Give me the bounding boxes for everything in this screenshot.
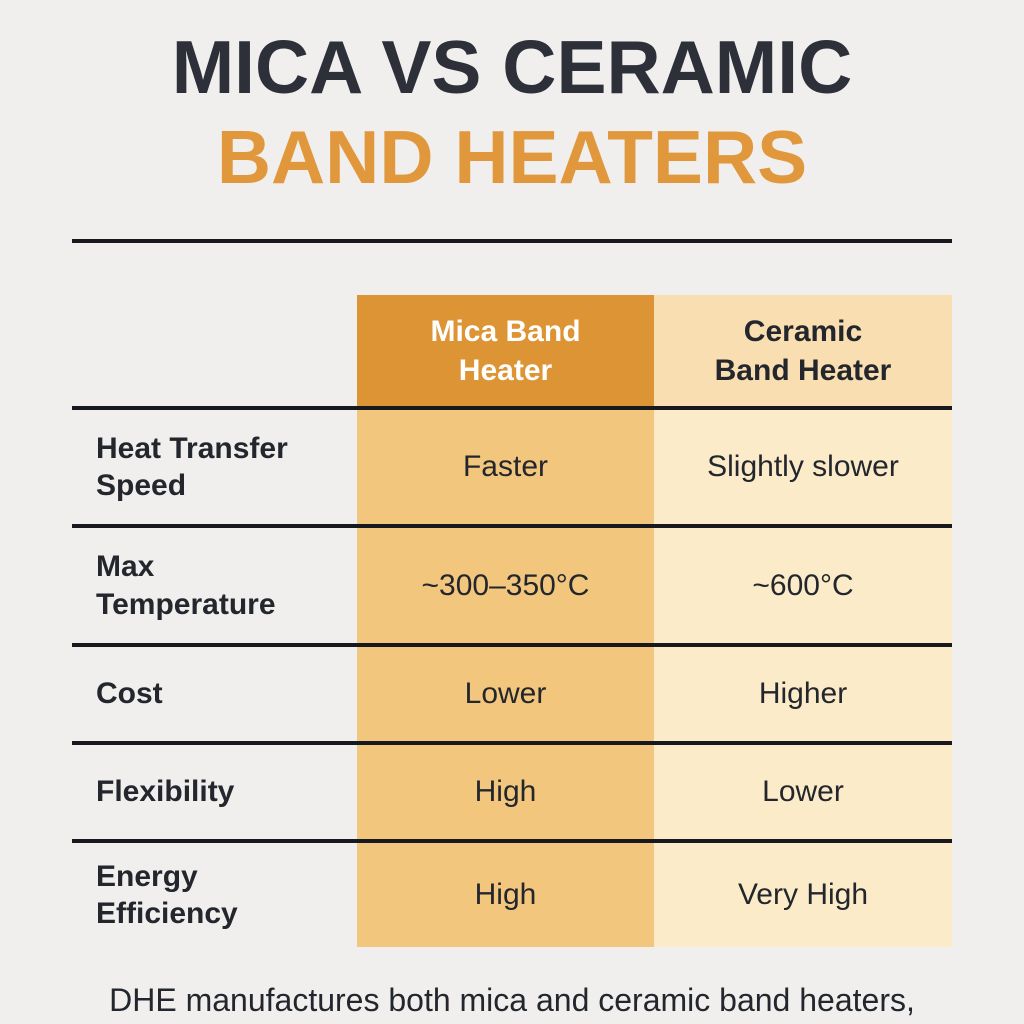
table-row-max-temperature: Max Temperature ~300–350°C ~600°C: [72, 528, 952, 647]
mica-value: High: [357, 843, 654, 947]
mica-value: ~300–350°C: [357, 528, 654, 643]
ceramic-value: Lower: [654, 745, 952, 839]
table-row-flexibility: Flexibility High Lower: [72, 745, 952, 843]
table-row-cost: Cost Lower Higher: [72, 647, 952, 745]
row-label: Heat Transfer Speed: [96, 431, 288, 503]
row-label: Cost: [96, 677, 163, 711]
header-spacer-cell: [72, 295, 357, 406]
row-label: Flexibility: [96, 775, 235, 809]
title-divider: [72, 239, 952, 243]
ceramic-value: ~600°C: [654, 528, 952, 643]
footer-text: DHE manufactures both mica and ceramic b…: [109, 982, 915, 1018]
comparison-table: Mica Band Heater Ceramic Band Heater Hea…: [72, 295, 952, 947]
table-header-row: Mica Band Heater Ceramic Band Heater: [72, 295, 952, 410]
mica-value: Faster: [357, 410, 654, 524]
page-title: MICA VS CERAMIC BAND HEATERS: [0, 22, 1024, 202]
table-row-heat-transfer-speed: Heat Transfer Speed Faster Slightly slow…: [72, 410, 952, 528]
row-label: Energy Efficiency: [96, 859, 238, 931]
row-label: Max Temperature: [96, 550, 276, 621]
title-line-1: MICA VS CERAMIC: [171, 25, 853, 109]
column-header-mica: Mica Band Heater: [357, 295, 654, 406]
column-header-ceramic: Ceramic Band Heater: [654, 295, 952, 406]
ceramic-value: Higher: [654, 647, 952, 741]
table-row-energy-efficiency: Energy Efficiency High Very High: [72, 843, 952, 947]
mica-value: High: [357, 745, 654, 839]
ceramic-value: Slightly slower: [654, 410, 952, 524]
title-line-2: BAND HEATERS: [216, 115, 808, 199]
ceramic-value: Very High: [654, 843, 952, 947]
mica-value: Lower: [357, 647, 654, 741]
